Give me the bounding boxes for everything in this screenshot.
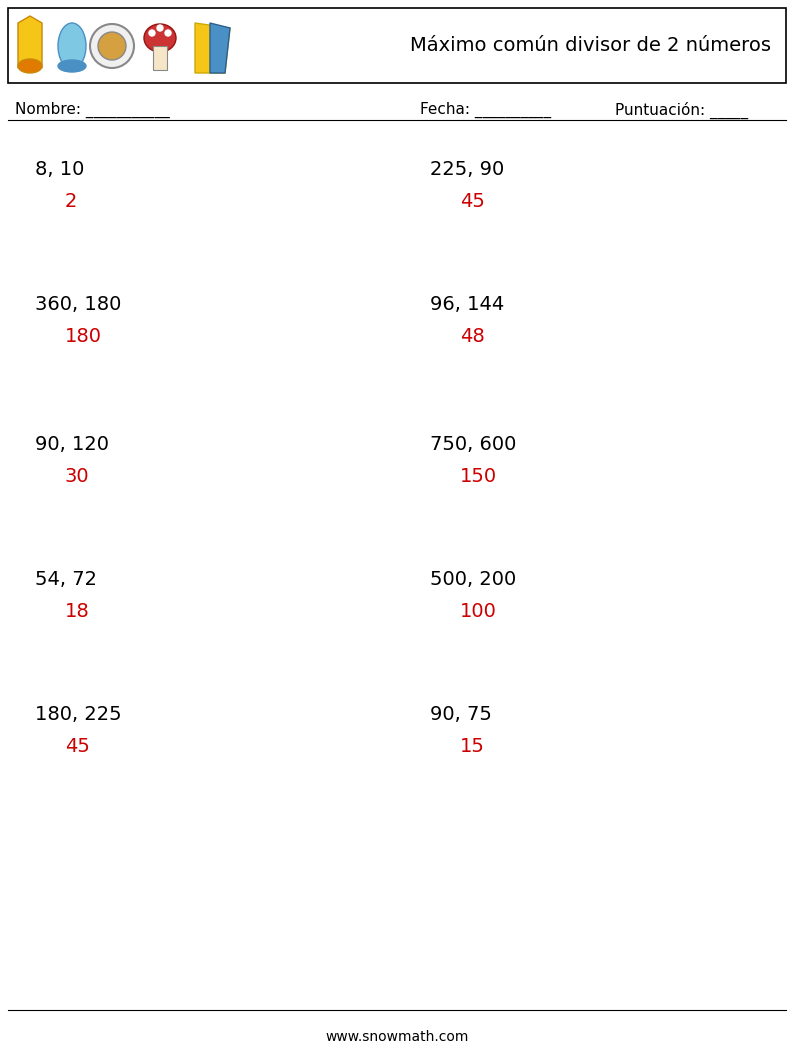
Text: 45: 45 (65, 737, 90, 756)
Text: Nombre: ___________: Nombre: ___________ (15, 102, 170, 118)
Text: 15: 15 (460, 737, 485, 756)
Text: 180, 225: 180, 225 (35, 706, 121, 724)
Polygon shape (195, 23, 230, 73)
Text: 90, 120: 90, 120 (35, 435, 109, 454)
Text: 90, 75: 90, 75 (430, 706, 491, 724)
Text: 225, 90: 225, 90 (430, 160, 504, 179)
Circle shape (157, 25, 163, 31)
Circle shape (149, 29, 155, 36)
Text: 30: 30 (65, 466, 90, 486)
Polygon shape (210, 23, 230, 73)
Text: 54, 72: 54, 72 (35, 570, 97, 589)
Text: 18: 18 (65, 602, 90, 621)
Text: 48: 48 (460, 327, 485, 346)
Text: 96, 144: 96, 144 (430, 295, 504, 314)
Text: 180: 180 (65, 327, 102, 346)
FancyBboxPatch shape (8, 8, 786, 83)
Text: Máximo común divisor de 2 números: Máximo común divisor de 2 números (410, 36, 771, 55)
Text: 500, 200: 500, 200 (430, 570, 516, 589)
Circle shape (90, 24, 134, 68)
Ellipse shape (18, 59, 42, 73)
Ellipse shape (144, 24, 176, 52)
Text: 8, 10: 8, 10 (35, 160, 84, 179)
Text: 100: 100 (460, 602, 497, 621)
Ellipse shape (58, 23, 86, 69)
Text: 2: 2 (65, 192, 77, 211)
Text: 360, 180: 360, 180 (35, 295, 121, 314)
Text: 150: 150 (460, 466, 497, 486)
Polygon shape (18, 16, 42, 68)
Circle shape (98, 32, 126, 60)
Text: www.snowmath.com: www.snowmath.com (326, 1030, 468, 1044)
Circle shape (165, 29, 171, 36)
Text: Fecha: __________: Fecha: __________ (420, 102, 551, 118)
FancyBboxPatch shape (153, 46, 167, 69)
Text: 45: 45 (460, 192, 485, 211)
Text: Puntuación: _____: Puntuación: _____ (615, 101, 748, 119)
Text: 750, 600: 750, 600 (430, 435, 516, 454)
Ellipse shape (58, 60, 86, 72)
